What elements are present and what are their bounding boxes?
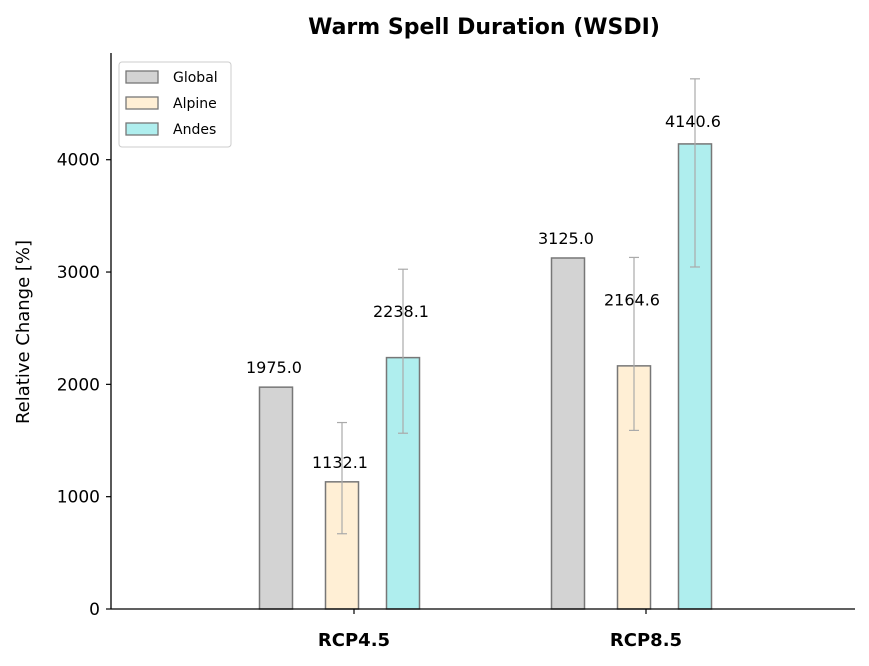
y-tick-label: 0 [89,600,100,620]
data-label: 1975.0 [246,358,302,377]
plot-area: 1975.0 3125.0 1132.1 2164.6 2238.1 4140.6 0 100… [57,53,855,651]
data-label: 4140.6 [665,112,721,131]
legend-swatch-alpine [125,96,159,110]
bar-global-rcp45 [258,386,294,610]
legend-swatch-global [125,70,159,84]
error-bar [629,256,639,432]
x-tick-label: RCP4.5 [318,630,390,651]
legend-label-global: Global [173,70,218,86]
error-bar [398,268,408,434]
y-tick-label: 2000 [57,375,100,395]
error-bar [337,421,347,535]
legend-swatch-andes [125,122,159,136]
data-label: 3125.0 [538,229,594,248]
y-tick-label: 3000 [57,263,100,283]
chart-title: Warm Spell Duration (WSDI) [308,15,660,40]
data-label: 2238.1 [373,302,429,321]
y-tick-label: 4000 [57,151,100,171]
legend-label-alpine: Alpine [173,96,217,112]
y-axis-label: Relative Change [%] [13,240,34,424]
legend-label-andes: Andes [173,122,216,138]
y-tick-label: 1000 [57,488,100,508]
error-bar [690,78,700,268]
data-label: 1132.1 [312,453,368,472]
legend: Global Alpine Andes [118,61,232,148]
data-label: 2164.6 [604,290,660,309]
x-tick-label: RCP8.5 [610,630,682,651]
bar-global-rcp85 [550,257,586,610]
